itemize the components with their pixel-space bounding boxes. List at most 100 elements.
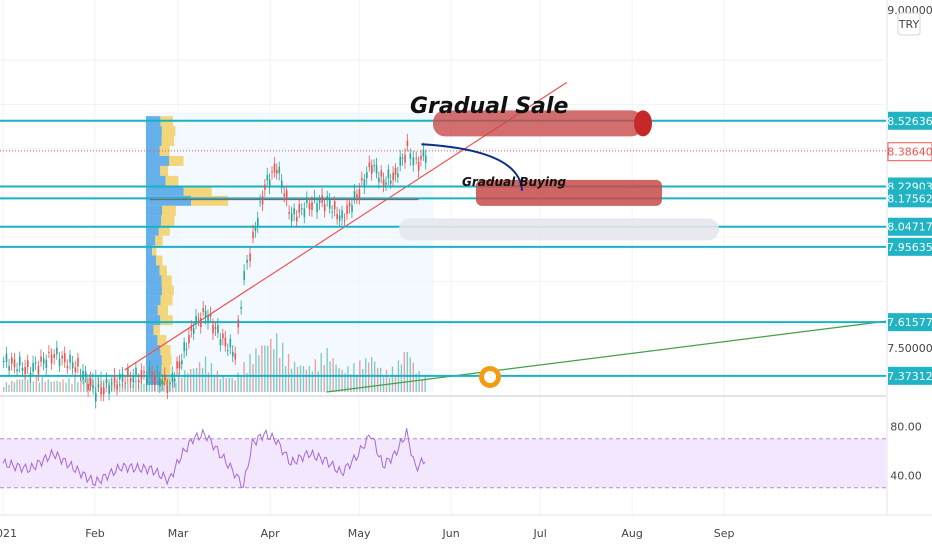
candle-body-51: [137, 379, 140, 383]
candle-body-61: [164, 374, 166, 381]
sale-zone: [433, 110, 643, 137]
vp-down-17: [161, 285, 174, 296]
candle-body-15: [42, 358, 45, 364]
candle-body-140: [361, 178, 363, 181]
vp-up-12: [146, 235, 156, 246]
volume-bar-60: [172, 377, 174, 392]
vp-up-10: [146, 215, 162, 226]
volume-bar-100: [290, 368, 293, 392]
candle-body-148: [380, 170, 383, 177]
candle-body-129: [333, 201, 336, 210]
range-shade: [145, 112, 434, 392]
vp-down-10: [161, 215, 175, 226]
candle-body-113: [293, 208, 296, 215]
candle-body-131: [338, 215, 341, 221]
volume-bar-67: [192, 368, 195, 392]
volume-bar-71: [204, 356, 207, 392]
candle-body-36: [97, 384, 100, 388]
volume-bar-76: [219, 378, 222, 392]
volume-bar-54: [154, 379, 156, 392]
volume-bar-56: [160, 379, 162, 392]
volume-bar-145: [424, 374, 426, 392]
candle-body-76: [200, 318, 202, 328]
candle-body-104: [271, 171, 273, 173]
volume-bar-142: [415, 373, 417, 392]
vp-up-8: [146, 195, 192, 206]
rsi-line: [2, 428, 426, 489]
volume-bar-3: [11, 380, 13, 392]
candle-body-75: [197, 318, 200, 320]
vp-down-4: [169, 155, 184, 166]
candle-body-53: [143, 371, 145, 374]
candle-body-98: [257, 217, 259, 227]
candle-body-11: [32, 362, 34, 372]
candle-body-109: [283, 193, 286, 197]
volume-bar-127: [371, 357, 373, 392]
candle-body-92: [240, 306, 243, 309]
volume-bar-98: [284, 366, 287, 392]
candle-body-38: [103, 387, 105, 395]
candle-body-163: [417, 161, 420, 171]
vp-down-25: [161, 364, 171, 375]
volume-bar-57: [163, 382, 165, 392]
candle-body-70: [185, 348, 188, 350]
vp-up-24: [146, 355, 162, 366]
volume-bar-24: [71, 383, 73, 392]
candle-body-49: [132, 375, 135, 383]
vp-up-7: [146, 185, 184, 196]
candle-body-164: [420, 155, 422, 160]
candle-body-103: [268, 179, 271, 188]
candle-body-23: [64, 353, 66, 363]
volume-bar-42: [121, 383, 124, 392]
volume-bar-74: [213, 376, 216, 392]
vp-up-23: [146, 345, 161, 356]
rsi-tick-0: 80.00: [890, 421, 922, 434]
volume-bar-79: [228, 377, 230, 392]
candle-body-80: [209, 313, 212, 317]
vp-down-20: [160, 315, 173, 326]
x-tick-2: Mar: [168, 527, 189, 540]
volume-bar-50: [143, 383, 145, 392]
candle-body-48: [129, 378, 132, 382]
volume-bar-144: [421, 379, 423, 392]
volume-bar-95: [276, 333, 278, 392]
candle-body-46: [124, 382, 127, 384]
volume-bar-6: [19, 379, 21, 392]
vp-up-19: [146, 305, 158, 316]
candle-body-114: [295, 216, 298, 222]
candle-body-67: [178, 361, 181, 369]
candle-body-107: [278, 166, 281, 174]
volume-bar-94: [273, 349, 275, 392]
volume-bar-129: [376, 367, 379, 392]
volume-bar-28: [83, 378, 85, 392]
vp-down-19: [157, 305, 168, 316]
currency-badge[interactable]: TRY: [897, 12, 921, 36]
candle-body-44: [119, 373, 121, 380]
volume-bar-49: [140, 379, 142, 392]
volume-bar-32: [95, 369, 97, 392]
candle-body-108: [280, 180, 283, 189]
volume-bar-25: [74, 377, 76, 392]
candle-body-54: [145, 376, 148, 385]
candle-body-79: [207, 315, 209, 323]
candle-body-143: [368, 162, 371, 168]
volume-bar-19: [56, 380, 58, 392]
candle-body-144: [371, 165, 373, 174]
candle-body-3: [11, 357, 13, 364]
volume-bar-31: [92, 373, 94, 392]
candle-body-30: [82, 370, 84, 380]
annotation-gradual-sale: Gradual Sale: [410, 94, 568, 119]
level-label-bg-6: [888, 366, 932, 385]
level-label-bg-2: [888, 189, 932, 208]
volume-bar-1: [5, 382, 8, 392]
vp-down-3: [159, 146, 170, 157]
candle-body-73: [192, 328, 195, 334]
candle-body-135: [348, 202, 351, 207]
volume-bar-4: [13, 382, 16, 392]
volume-bar-133: [388, 377, 391, 392]
candle-body-96: [252, 231, 254, 239]
candle-body-136: [351, 205, 353, 213]
vp-down-16: [161, 275, 172, 286]
vp-up-18: [146, 295, 161, 306]
volume-bar-110: [320, 353, 322, 392]
